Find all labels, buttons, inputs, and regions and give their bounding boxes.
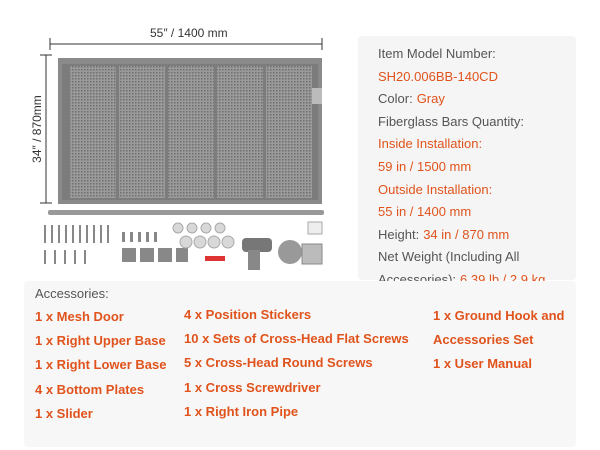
accessory-item: 1 x Mesh Door	[35, 309, 124, 324]
spec-panel	[358, 36, 576, 280]
spec-value: 59 in / 1500 mm	[378, 159, 472, 174]
accessory-item: 1 x Slider	[35, 405, 93, 421]
spec-line: Inside Installation:	[378, 136, 482, 151]
spec-label: Item Model Number:	[378, 46, 496, 61]
accessory-item: 4 x Bottom Plates	[35, 381, 145, 397]
spec-value: 55 in / 1400 mm	[378, 204, 472, 220]
accessory-item: 1 x Right Upper Base	[35, 333, 166, 349]
spec-line: Height: 34 in / 870 mm	[378, 227, 509, 242]
accessory-item: 1 x Cross Screwdriver	[184, 379, 321, 395]
product-drawing	[40, 38, 324, 270]
spec-line: SH20.006BB-140CD	[378, 69, 498, 84]
spec-value: Outside Installation:	[378, 181, 493, 197]
spec-line: Color: Gray	[378, 91, 445, 106]
spec-value: Inside Installation:	[378, 136, 483, 152]
spec-line: Item Model Number:	[378, 46, 496, 61]
height-dimension: 34″ / 870mm	[30, 95, 44, 163]
accessory-item: 1 x User Manual	[433, 356, 532, 372]
accessory-item: 5 x Cross-Head Round Screws	[184, 355, 373, 371]
accessory-item: 1 x Right Lower Base	[35, 357, 167, 373]
spec-value: 34 in / 870 mm	[423, 226, 510, 242]
accessory-item: 1 x Right Iron Pipe	[184, 403, 299, 419]
accessory-item: Accessories Set	[433, 332, 534, 348]
accessories-panel	[24, 281, 576, 447]
spec-label: Fiberglass Bars Quantity:	[378, 113, 524, 129]
width-dimension: 55″ / 1400 mm	[150, 26, 228, 40]
spec-line: Net Weight (Including All	[378, 249, 519, 264]
spec-line: 55 in / 1400 mm	[378, 204, 471, 219]
spec-label: Net Weight (Including All	[378, 249, 520, 265]
spec-line: 59 in / 1500 mm	[378, 159, 471, 174]
spec-label: Height:	[378, 226, 420, 242]
accessory-item: 1 x Ground Hook and	[433, 308, 565, 323]
spec-value: Gray	[416, 91, 445, 107]
spec-line: Outside Installation:	[378, 182, 492, 197]
spec-label: Color:	[378, 91, 413, 107]
accessory-item: 10 x Sets of Cross-Head Flat Screws	[184, 331, 409, 347]
accessory-item: 4 x Position Stickers	[184, 307, 312, 322]
accessories-title: Accessories:	[35, 286, 109, 301]
spec-line: Fiberglass Bars Quantity:	[378, 114, 524, 129]
spec-value: SH20.006BB-140CD	[378, 68, 498, 84]
